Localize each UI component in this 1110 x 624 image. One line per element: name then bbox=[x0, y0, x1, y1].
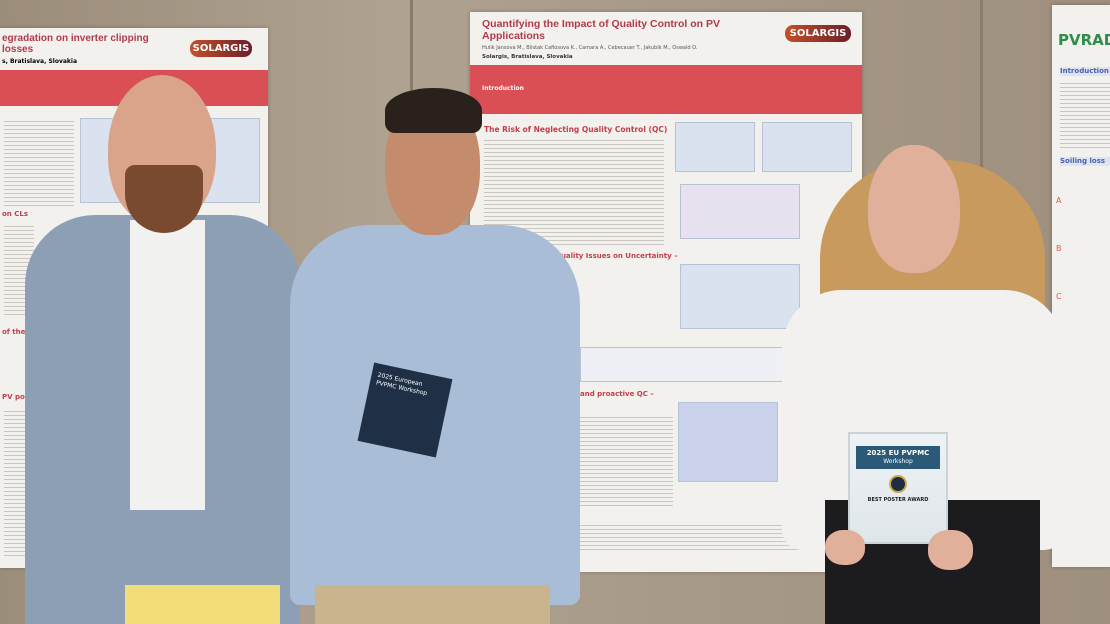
hand bbox=[928, 530, 973, 570]
section-heading: PV power bbox=[2, 393, 40, 401]
award-label: BEST POSTER AWARD bbox=[867, 497, 929, 503]
distribution-figure bbox=[580, 347, 795, 382]
beard bbox=[125, 165, 203, 233]
poster-affiliation: Solargis, Bratislava, Slovakia bbox=[482, 54, 573, 60]
section-heading: Soiling loss bbox=[1060, 157, 1110, 166]
section-heading: and proactive QC – bbox=[580, 390, 654, 398]
panel-letter: C bbox=[1056, 292, 1062, 301]
intro-heading: Introduction bbox=[482, 85, 524, 92]
pvrad-logo: PVRAD bbox=[1058, 31, 1110, 49]
award-subtitle: Workshop bbox=[883, 458, 913, 465]
best-poster-award: 2025 EU PVPMC Workshop BEST POSTER AWARD bbox=[848, 432, 948, 544]
trousers bbox=[315, 585, 550, 624]
award-title: 2025 EU PVPMC bbox=[866, 449, 930, 457]
panel-letter: A bbox=[1056, 196, 1062, 205]
bar-figure bbox=[680, 184, 800, 239]
heatmap-figure bbox=[678, 402, 778, 482]
table-figure bbox=[762, 122, 852, 172]
folder bbox=[125, 585, 280, 624]
section-heading: Quality Issues on Uncertainty – bbox=[555, 252, 678, 260]
panel-letter: B bbox=[1056, 244, 1062, 253]
intro-heading: Introduction bbox=[1060, 67, 1110, 76]
text-block bbox=[1060, 80, 1110, 150]
medal-icon bbox=[889, 475, 907, 493]
section-heading: on CLs bbox=[2, 210, 28, 218]
hand bbox=[825, 530, 865, 565]
solargis-logo: SOLARGIS bbox=[785, 25, 851, 42]
section-heading: The Risk of Neglecting Quality Control (… bbox=[484, 125, 668, 134]
badge-title: 2025 European PVPMC Workshop bbox=[375, 371, 428, 398]
poster-title: Quantifying the Impact of Quality Contro… bbox=[482, 18, 721, 42]
poster-authors: Hulik Jansova M., Blistak Cafiosova K., … bbox=[482, 45, 698, 51]
poster-title: egradation on inverter clipping losses bbox=[2, 33, 149, 55]
section-heading: of the bbox=[2, 328, 26, 336]
poster-affiliation: s, Bratislava, Slovakia bbox=[2, 58, 78, 65]
conference-badge: 2025 European PVPMC Workshop bbox=[357, 362, 453, 458]
text-block bbox=[4, 118, 74, 208]
intro-band: Introduction bbox=[470, 65, 862, 114]
solargis-logo: SOLARGIS bbox=[190, 40, 252, 57]
hair bbox=[385, 88, 482, 133]
scatter-figure bbox=[680, 264, 800, 329]
head bbox=[868, 145, 960, 273]
table-figure bbox=[675, 122, 755, 172]
shirt bbox=[130, 220, 205, 510]
